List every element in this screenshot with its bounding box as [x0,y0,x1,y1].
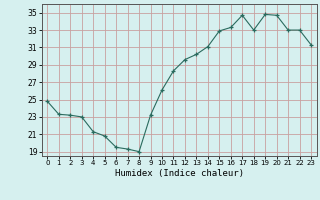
X-axis label: Humidex (Indice chaleur): Humidex (Indice chaleur) [115,169,244,178]
